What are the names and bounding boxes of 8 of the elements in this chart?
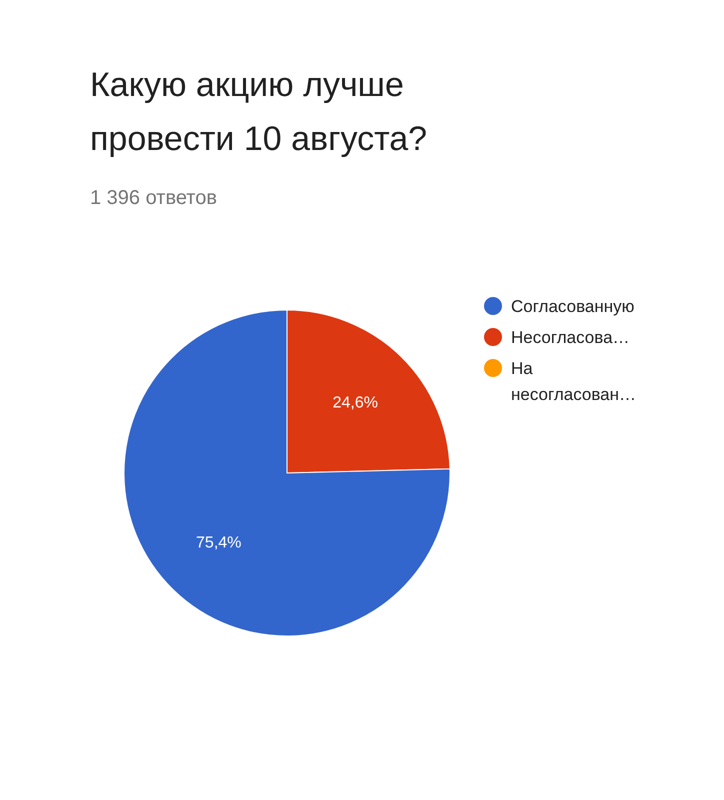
legend-label: Согласованную	[511, 296, 635, 316]
chart-title: Какую акцию лучше провести 10 августа?	[90, 66, 428, 158]
pie-slice	[124, 310, 450, 636]
data-label: 24,6%	[332, 394, 378, 412]
chart-subtitle: 1 396 ответов	[90, 187, 217, 209]
legend-label: Несогласова…	[511, 328, 630, 346]
data-label: 75,4%	[196, 534, 242, 552]
legend-label: На несогласован…	[511, 358, 636, 404]
